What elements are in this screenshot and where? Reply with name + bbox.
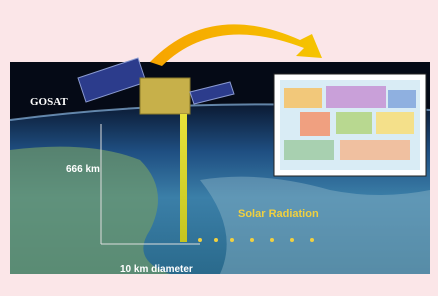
footprint-label: 10 km diameter bbox=[120, 264, 193, 275]
satellite-label: GOSAT bbox=[30, 96, 68, 108]
observation-beam bbox=[180, 114, 187, 242]
altitude-label: 666 km bbox=[66, 164, 100, 175]
illustration: GOSAT 666 km Solar Radiation 10 km diame… bbox=[0, 0, 438, 296]
radiation-label: Solar Radiation bbox=[238, 208, 319, 220]
map-inset bbox=[274, 74, 426, 176]
